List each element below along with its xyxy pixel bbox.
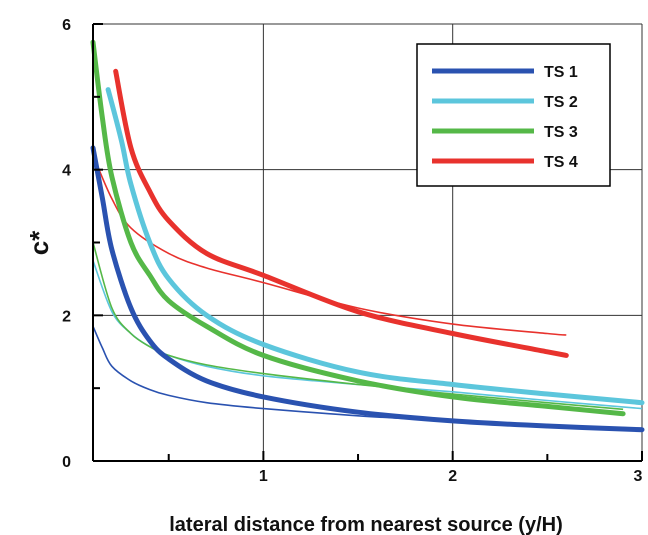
series-2-thick-line bbox=[105, 87, 645, 406]
y-axis-title: c* bbox=[24, 230, 54, 255]
x-tick-label: 1 bbox=[259, 468, 268, 485]
x-tick-label: 2 bbox=[448, 468, 457, 485]
legend-label: TS 1 bbox=[544, 64, 578, 81]
legend-label: TS 3 bbox=[544, 124, 578, 141]
tick-labels: 1 2 3 0 2 4 6 bbox=[62, 17, 642, 485]
axes bbox=[92, 23, 643, 462]
series-3-thick-line bbox=[90, 39, 626, 417]
series-3-thin-line bbox=[92, 242, 624, 411]
legend-label: TS 2 bbox=[544, 94, 578, 111]
x-tick-label: 3 bbox=[634, 468, 643, 485]
legend: TS 1 TS 2 TS 3 TS 4 bbox=[416, 43, 611, 187]
legend-box bbox=[416, 43, 611, 187]
y-tick-label: 0 bbox=[62, 454, 71, 471]
legend-label: TS 4 bbox=[544, 154, 578, 171]
series-1-thick-line bbox=[90, 145, 645, 433]
y-tick-label: 4 bbox=[62, 163, 71, 180]
y-tick-label: 6 bbox=[62, 17, 71, 34]
series-lines bbox=[90, 39, 645, 433]
series-4-thick-line bbox=[113, 68, 569, 358]
x-axis-title: lateral distance from nearest source (y/… bbox=[169, 514, 562, 535]
y-tick-label: 2 bbox=[62, 308, 71, 325]
